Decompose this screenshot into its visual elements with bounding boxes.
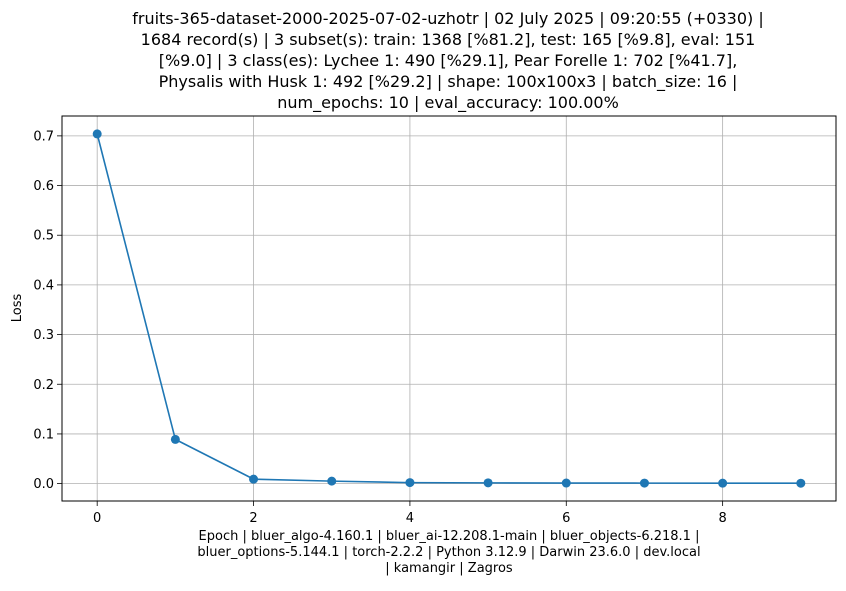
y-tick-label: 0.6	[33, 179, 54, 194]
x-tick-label: 2	[249, 511, 257, 526]
x-tick-label: 8	[718, 511, 726, 526]
loss-point	[327, 476, 337, 486]
x-axis-ticks: 0 2 4 6 8	[93, 501, 727, 526]
y-tick-label: 0.4	[33, 278, 54, 293]
y-axis-ticks: 0.0 0.1 0.2 0.3 0.4 0.5 0.6 0.7	[33, 129, 62, 492]
loss-point	[639, 478, 649, 488]
y-tick-label: 0.3	[33, 328, 54, 343]
loss-point	[796, 478, 806, 488]
plot-frame	[61, 115, 837, 502]
y-tick-label: 0.5	[33, 229, 54, 244]
y-tick-label: 0.2	[33, 378, 54, 393]
x-tick-label: 0	[93, 511, 101, 526]
loss-point	[561, 478, 571, 488]
y-tick-label: 0.1	[33, 427, 54, 442]
loss-point	[170, 434, 180, 444]
loss-point	[483, 478, 493, 488]
chart-title-line-5: num_epochs: 10 | eval_accuracy: 100.00%	[277, 93, 619, 113]
x-axis-label: Epoch | bluer_algo-4.160.1 | bluer_ai-12…	[197, 529, 700, 576]
loss-point	[718, 478, 728, 488]
loss-line	[96, 133, 801, 485]
x-tick-label: 6	[562, 511, 570, 526]
y-axis-label: Loss	[10, 294, 25, 323]
loss-series	[92, 129, 806, 488]
x-axis-label-line-3: | kamangir | Zagros	[385, 561, 513, 576]
x-axis-label-line-2: bluer_options-5.144.1 | torch-2.2.2 | Py…	[197, 545, 700, 560]
x-tick-label: 4	[406, 511, 414, 526]
loss-point	[405, 478, 415, 488]
loss-point	[249, 474, 259, 484]
chart-title-line-4: Physalis with Husk 1: 492 [%29.2] | shap…	[159, 72, 738, 92]
chart-title: fruits-365-dataset-2000-2025-07-02-uzhot…	[132, 9, 764, 113]
y-tick-label: 0.7	[33, 129, 54, 144]
grid	[62, 116, 836, 501]
chart-title-line-3: [%9.0] | 3 class(es): Lychee 1: 490 [%29…	[159, 51, 738, 70]
chart-title-line-1: fruits-365-dataset-2000-2025-07-02-uzhot…	[132, 9, 764, 28]
x-axis-label-line-1: Epoch | bluer_algo-4.160.1 | bluer_ai-12…	[199, 529, 700, 544]
chart-title-line-2: 1684 record(s) | 3 subset(s): train: 136…	[141, 30, 756, 49]
y-tick-label: 0.0	[33, 477, 54, 492]
loss-point	[92, 129, 102, 139]
